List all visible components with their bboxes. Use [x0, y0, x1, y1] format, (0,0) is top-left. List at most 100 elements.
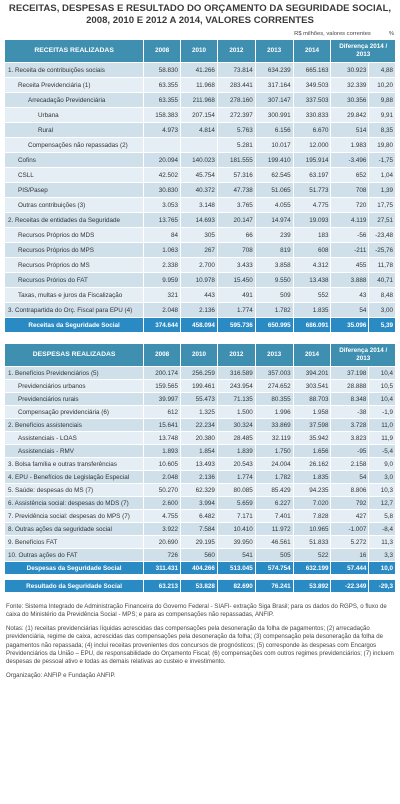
cell: 10,4: [368, 366, 396, 380]
cell: 634.239: [254, 62, 294, 78]
cell: [180, 137, 218, 153]
cell: 181.555: [216, 152, 256, 168]
cell: 20.690: [143, 535, 182, 549]
cell: 4.055: [254, 197, 294, 213]
cell: 427: [330, 509, 370, 523]
total-cell: 458.094: [180, 317, 218, 333]
cell: 11,3: [368, 535, 396, 549]
units-row: R$ milhões, valores correntes %: [6, 31, 394, 37]
cell: 9.550: [254, 272, 294, 288]
cell: 29.195: [180, 535, 218, 549]
table-row: 3. Contrapartida do Orç. Fiscal para EPU…: [3, 302, 396, 318]
cell: 4.755: [143, 509, 182, 523]
header-cell: Diferença 2014 / 2013: [330, 343, 396, 367]
header-row: RECEITAS REALIZADAS 2008 2010 2012 2013 2014 D…: [3, 39, 396, 63]
total-cell: 404.266: [180, 561, 218, 575]
total-cell: 53.828: [180, 579, 218, 593]
cell: 30.830: [143, 182, 182, 198]
cell: 272.397: [216, 107, 256, 123]
total-row: Receitas da Seguridade Social 374.644 458.…: [3, 317, 396, 333]
cell: 278.160: [216, 92, 256, 108]
cell: 62.329: [180, 483, 218, 497]
cell: 1,39: [368, 182, 396, 198]
total-cell: -29,3: [368, 579, 396, 593]
row-label: Previdenciários urbanos: [3, 379, 145, 393]
cell: 4.312: [292, 257, 332, 273]
cell: 321: [143, 287, 182, 303]
table-row: Recursos Próprios do MS 2.338 2.700 3.433 3.…: [3, 257, 396, 273]
cell: 84: [143, 227, 182, 243]
row-label: Arrecadação Previdenciária: [3, 92, 145, 108]
total-cell: 10,0: [368, 561, 396, 575]
cell: 1.835: [292, 470, 332, 484]
cell: 13.765: [143, 212, 182, 228]
cell: 3.922: [143, 522, 182, 536]
row-label: 2. Receitas de entidades da Seguridade: [3, 212, 145, 228]
cell: 1.656: [292, 444, 332, 458]
header-cell: 2013: [254, 343, 294, 367]
footer: Fonte: Sistema Integrado de Administraçã…: [6, 603, 394, 680]
table-row: 3. Bolsa família e outras transferências…: [3, 457, 396, 471]
cell: 20.380: [180, 431, 218, 445]
cell: 505: [254, 548, 294, 562]
total-cell: 53.892: [292, 579, 332, 593]
cell: 3.858: [254, 257, 294, 273]
page: RECEITAS, DESPESAS E RESULTADO DO ORÇAME…: [0, 3, 400, 804]
cell: 1.774: [216, 302, 256, 318]
cell: 443: [180, 287, 218, 303]
cell: 11,9: [368, 431, 396, 445]
header-cell: 2010: [180, 343, 218, 367]
cell: 39.997: [143, 392, 182, 406]
cell: 3,3: [368, 548, 396, 562]
cell: 10,4: [368, 392, 396, 406]
cell: 11,0: [368, 418, 396, 432]
table-row: 2. Receitas de entidades da Seguridade 13…: [3, 212, 396, 228]
table-row: 4. EPU - Benefícios de Legislação Especi…: [3, 470, 396, 484]
cell: 10.965: [292, 522, 332, 536]
cell: 40,71: [368, 272, 396, 288]
cell: 5.272: [330, 535, 370, 549]
total-cell: 76.241: [254, 579, 294, 593]
cell: 300.991: [254, 107, 294, 123]
table-row: 1. Receita de contribuições sociais 58.83…: [3, 62, 396, 78]
data-table: DESPESAS REALIZADAS 2008 2010 2012 2013 2014 D…: [3, 343, 396, 593]
header-cell: 2014: [292, 343, 332, 367]
cell: 305: [180, 227, 218, 243]
row-label: Urbana: [3, 107, 145, 123]
cell: 10,5: [368, 379, 396, 393]
table-row: Recursos Próprios do MPS 1.063 267 708 819 60…: [3, 242, 396, 258]
cell: 2.338: [143, 257, 182, 273]
cell: 39.950: [216, 535, 256, 549]
cell: 8,35: [368, 122, 396, 138]
cell: 819: [254, 242, 294, 258]
cell: 88.703: [292, 392, 332, 406]
cell: 708: [330, 182, 370, 198]
cell: 560: [180, 548, 218, 562]
cell: -23,48: [368, 227, 396, 243]
cell: 51.833: [292, 535, 332, 549]
row-label: Outras contribuições (3): [3, 197, 145, 213]
tables: RECEITAS REALIZADAS 2008 2010 2012 2013 2014 D…: [0, 39, 400, 593]
cell: 3,00: [368, 302, 396, 318]
cell: 32.119: [254, 431, 294, 445]
row-label: Recursos Próprios do MS: [3, 257, 145, 273]
cell: 183: [292, 227, 332, 243]
row-label: 2. Benefícios assistenciais: [3, 418, 145, 432]
total-cell: 63.213: [143, 579, 182, 593]
cell: 612: [143, 405, 182, 419]
row-label: Assistenciais - LOAS: [3, 431, 145, 445]
cell: 256.259: [180, 366, 218, 380]
cell: 10.410: [216, 522, 256, 536]
cell: 3.728: [330, 418, 370, 432]
cell: 33.869: [254, 418, 294, 432]
row-label: CSLL: [3, 167, 145, 183]
cell: 4.775: [292, 197, 332, 213]
cell: 20.094: [143, 152, 182, 168]
cell: 40.372: [180, 182, 218, 198]
header-cell: 2012: [216, 343, 256, 367]
cell: 94.235: [292, 483, 332, 497]
cell: 708: [216, 242, 256, 258]
cell: 195.914: [292, 152, 332, 168]
cell: 14.693: [180, 212, 218, 228]
cell: 1,04: [368, 167, 396, 183]
